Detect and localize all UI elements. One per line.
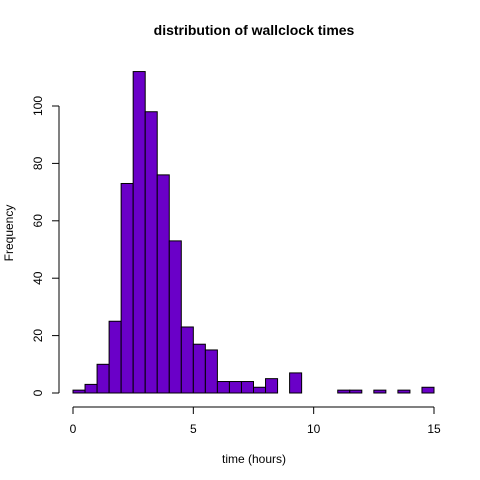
histogram-bar-10 <box>192 343 206 394</box>
x-axis-label: time (hours) <box>222 452 286 466</box>
histogram-bar-29 <box>421 386 435 394</box>
histogram-bar-22 <box>337 389 351 394</box>
histogram-bar-7 <box>156 174 170 394</box>
x-tick-label-0: 0 <box>70 422 77 436</box>
chart-title: distribution of wallclock times <box>154 22 355 38</box>
histogram-bar-6 <box>144 111 158 394</box>
histogram-bar-27 <box>397 389 411 394</box>
y-tick-label-0: 0 <box>31 389 45 396</box>
y-tick-label-60: 60 <box>31 214 45 228</box>
histogram-bar-16 <box>265 378 279 394</box>
x-axis: 0 5 10 15 <box>70 406 441 436</box>
histogram-bar-15 <box>253 386 267 394</box>
histogram-bar-4 <box>120 182 134 394</box>
y-tick-label-100: 100 <box>31 96 45 116</box>
histogram-bar-2 <box>96 363 110 394</box>
histogram-bar-25 <box>373 389 387 394</box>
histogram-bar-11 <box>204 349 218 394</box>
x-tick-label-15: 15 <box>427 422 441 436</box>
histogram-bars <box>72 71 435 394</box>
y-tick-label-40: 40 <box>31 271 45 285</box>
histogram-bar-23 <box>349 389 363 394</box>
x-tick-label-10: 10 <box>307 422 321 436</box>
histogram-bar-5 <box>132 71 146 394</box>
histogram-bar-8 <box>168 240 182 394</box>
histogram-bar-9 <box>180 326 194 394</box>
y-tick-label-80: 80 <box>31 156 45 170</box>
y-axis: 0 20 40 60 80 100 <box>31 96 60 396</box>
histogram-bar-0 <box>72 389 86 394</box>
histogram-bar-3 <box>108 320 122 394</box>
histogram-bar-13 <box>228 381 242 394</box>
histogram-bar-1 <box>84 383 98 394</box>
histogram-bar-18 <box>289 372 303 394</box>
x-tick-label-5: 5 <box>190 422 197 436</box>
histogram-bar-14 <box>240 381 254 394</box>
y-tick-label-20: 20 <box>31 329 45 343</box>
histogram-bar-12 <box>216 381 230 394</box>
y-axis-label: Frequency <box>2 205 16 262</box>
